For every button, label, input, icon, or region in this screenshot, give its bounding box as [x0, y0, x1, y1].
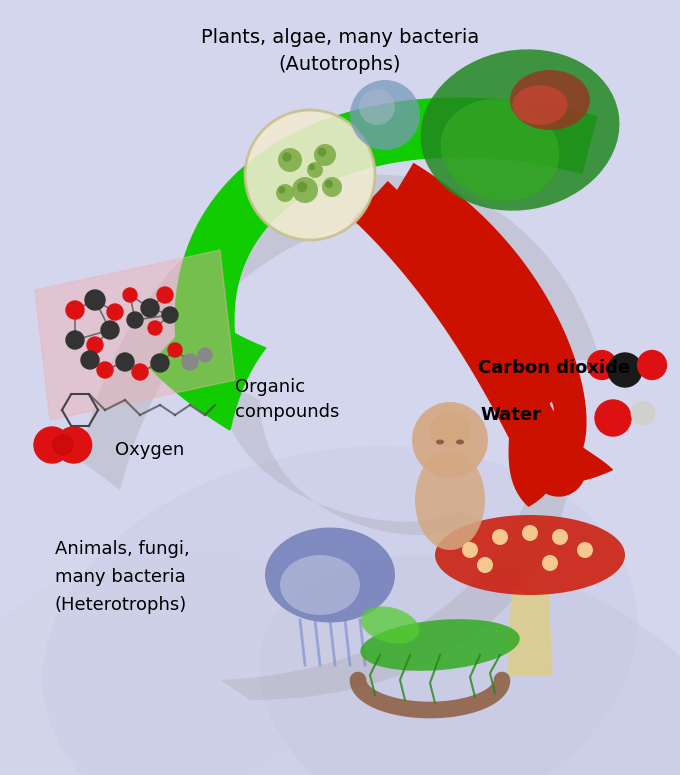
Ellipse shape	[360, 606, 420, 643]
Circle shape	[162, 307, 178, 323]
Text: (Autotrophs): (Autotrophs)	[279, 55, 401, 74]
Circle shape	[552, 529, 568, 545]
Circle shape	[276, 184, 294, 202]
Circle shape	[492, 529, 508, 545]
Circle shape	[462, 542, 478, 558]
Polygon shape	[220, 380, 480, 535]
Ellipse shape	[415, 450, 485, 550]
Circle shape	[608, 353, 642, 387]
Polygon shape	[149, 98, 598, 430]
Circle shape	[477, 557, 493, 573]
Ellipse shape	[0, 549, 346, 775]
Circle shape	[309, 164, 316, 170]
Circle shape	[522, 525, 538, 541]
Polygon shape	[508, 590, 552, 675]
Circle shape	[325, 180, 333, 188]
Ellipse shape	[510, 70, 590, 130]
Circle shape	[588, 350, 617, 380]
Polygon shape	[352, 181, 613, 497]
Circle shape	[322, 177, 342, 197]
Circle shape	[282, 152, 292, 162]
Circle shape	[542, 555, 558, 571]
Circle shape	[97, 362, 113, 378]
Polygon shape	[35, 250, 235, 420]
Circle shape	[307, 162, 323, 178]
Circle shape	[81, 351, 99, 369]
Circle shape	[314, 144, 336, 166]
Polygon shape	[80, 174, 600, 490]
Ellipse shape	[456, 439, 464, 445]
Circle shape	[66, 301, 84, 319]
Circle shape	[85, 290, 105, 310]
Circle shape	[127, 312, 143, 328]
Ellipse shape	[435, 515, 625, 595]
Circle shape	[182, 354, 198, 370]
Polygon shape	[386, 163, 587, 507]
Circle shape	[198, 348, 212, 362]
Text: Water: Water	[480, 406, 541, 424]
Text: many bacteria: many bacteria	[55, 568, 186, 586]
Circle shape	[148, 321, 162, 335]
Circle shape	[292, 177, 318, 203]
Circle shape	[66, 331, 84, 349]
Text: Animals, fungi,: Animals, fungi,	[55, 540, 190, 558]
Circle shape	[577, 542, 593, 558]
Circle shape	[123, 288, 137, 302]
Circle shape	[101, 321, 119, 339]
Circle shape	[34, 427, 70, 463]
Ellipse shape	[436, 439, 444, 445]
Circle shape	[278, 148, 302, 172]
Ellipse shape	[513, 85, 568, 125]
Circle shape	[87, 337, 103, 353]
Circle shape	[245, 110, 375, 240]
Circle shape	[638, 350, 666, 380]
Ellipse shape	[43, 446, 637, 775]
Circle shape	[412, 402, 488, 478]
Text: Carbon dioxide: Carbon dioxide	[478, 359, 630, 377]
Ellipse shape	[260, 555, 680, 775]
Circle shape	[116, 353, 134, 371]
Circle shape	[107, 304, 123, 320]
Circle shape	[631, 401, 655, 425]
Ellipse shape	[429, 412, 471, 447]
Text: compounds: compounds	[235, 403, 339, 421]
Circle shape	[278, 187, 286, 194]
Text: Oxygen: Oxygen	[115, 441, 184, 459]
Ellipse shape	[441, 99, 560, 201]
Circle shape	[595, 400, 631, 436]
Circle shape	[350, 80, 420, 150]
Circle shape	[56, 427, 92, 463]
Ellipse shape	[420, 50, 619, 211]
Circle shape	[53, 435, 73, 455]
Circle shape	[359, 89, 395, 125]
Circle shape	[132, 364, 148, 380]
Circle shape	[141, 299, 159, 317]
Circle shape	[318, 147, 326, 157]
Circle shape	[157, 287, 173, 303]
Text: Organic: Organic	[235, 378, 305, 396]
Ellipse shape	[280, 555, 360, 615]
Polygon shape	[220, 310, 574, 700]
Ellipse shape	[360, 619, 520, 671]
Circle shape	[151, 354, 169, 372]
Text: Plants, algae, many bacteria: Plants, algae, many bacteria	[201, 28, 479, 47]
Circle shape	[168, 343, 182, 357]
Text: (Heterotrophs): (Heterotrophs)	[55, 596, 187, 614]
Circle shape	[296, 182, 307, 192]
Ellipse shape	[265, 528, 395, 622]
